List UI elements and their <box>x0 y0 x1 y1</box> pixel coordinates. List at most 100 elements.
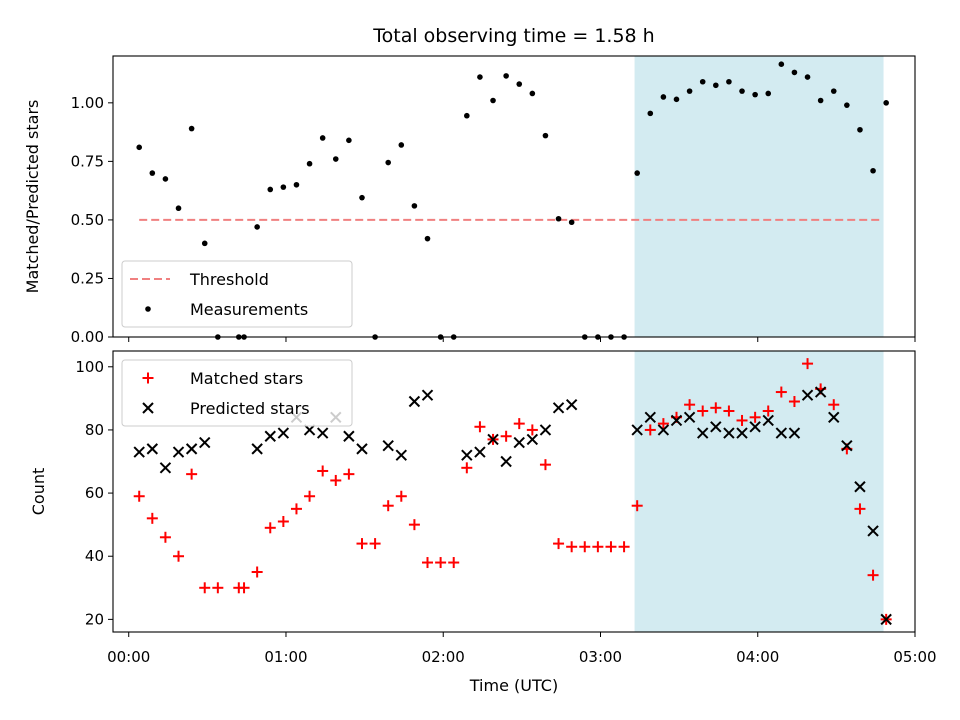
predicted-stars-point <box>867 525 879 537</box>
measurement-point <box>883 100 889 106</box>
matched-stars-point <box>435 557 447 569</box>
measurement-point <box>188 125 195 132</box>
measurement-point <box>175 205 182 212</box>
measurement-point <box>647 110 654 117</box>
matched-stars-point <box>605 541 617 553</box>
legend-box <box>121 359 353 427</box>
chart-title: Total observing time = 1.58 h <box>372 25 654 47</box>
bottom-y-axis-label: Count <box>29 468 48 516</box>
predicted-stars-point <box>631 424 643 436</box>
measurement-point <box>752 91 758 98</box>
measurement-point <box>791 69 798 76</box>
measurement-point <box>319 135 326 141</box>
x-marker-b <box>513 436 525 449</box>
legend-entry: Measurements <box>145 300 308 319</box>
matched-stars-point <box>788 396 800 408</box>
legend-x-b <box>142 402 154 414</box>
x-marker-b <box>788 427 801 439</box>
predicted-stars-point <box>343 430 355 442</box>
x-marker-b <box>762 414 774 427</box>
measurement-point <box>555 215 562 222</box>
measurement-point <box>306 160 313 167</box>
matched-stars-point <box>238 582 250 594</box>
y-tick-label: 40 <box>85 547 104 565</box>
measurement-point <box>162 176 169 182</box>
predicted-stars-point <box>264 430 276 442</box>
x-marker-b <box>395 449 408 461</box>
matched-stars-point <box>553 538 565 550</box>
measurement-point <box>346 137 352 144</box>
y-tick-label: 60 <box>85 484 104 502</box>
x-marker-b <box>408 395 421 408</box>
measurement-point <box>359 194 365 201</box>
predicted-stars-point <box>474 446 486 458</box>
x-marker-b <box>539 424 552 436</box>
measurement-point <box>778 61 785 67</box>
measurement-point <box>634 170 640 176</box>
measurement-point <box>857 126 863 133</box>
predicted-stars-point <box>172 446 185 458</box>
matched-stars-point <box>592 541 604 553</box>
x-marker-b <box>814 386 827 398</box>
matched-stars-point <box>317 465 329 477</box>
x-marker-b <box>841 440 853 452</box>
matched-stars-point <box>290 503 302 515</box>
x-marker-b <box>657 424 670 436</box>
predicted-stars-point <box>487 433 499 446</box>
matched-stars-point <box>133 490 145 502</box>
measurement-point <box>267 186 274 193</box>
measurement-point <box>411 203 418 209</box>
x-marker-b <box>723 427 735 439</box>
matched-stars-point <box>356 538 368 550</box>
x-marker-b <box>146 443 159 455</box>
measurement-point <box>398 142 405 148</box>
measurement-point <box>503 73 509 79</box>
x-marker-b <box>264 430 276 442</box>
matched-stars-point <box>382 500 394 512</box>
predicted-stars-point <box>788 427 801 439</box>
x-marker-b <box>736 427 748 439</box>
x-marker-b <box>749 421 761 433</box>
predicted-stars-point <box>185 443 198 455</box>
x-marker-b <box>343 430 355 442</box>
predicted-stars-point <box>395 449 408 461</box>
x-marker-b <box>828 411 840 424</box>
predicted-stars-point <box>277 427 290 439</box>
measurement-point <box>424 235 431 242</box>
matched-stars-point <box>736 414 748 426</box>
measurement-point <box>817 97 824 104</box>
x-marker-b <box>303 424 316 436</box>
measurement-point <box>201 240 208 247</box>
measurement-point <box>477 74 483 80</box>
matched-stars-point <box>369 538 381 550</box>
axes-frame <box>112 55 916 338</box>
x-tick-label: 04:00 <box>736 648 779 666</box>
x-marker-b <box>683 411 696 424</box>
x-marker-b <box>644 411 656 424</box>
matched-stars-point <box>173 550 185 562</box>
x-marker-b <box>277 427 290 439</box>
predicted-stars-point <box>841 440 853 452</box>
matched-stars-point <box>186 468 198 480</box>
legend-entry: Matched stars <box>142 369 303 388</box>
measurement-point <box>844 102 850 108</box>
matched-stars-point <box>343 468 355 480</box>
x-marker-b <box>159 462 172 474</box>
matched-stars-point <box>159 531 171 543</box>
measurement-point <box>280 184 287 190</box>
measurement-point <box>830 88 837 94</box>
predicted-stars-point <box>526 433 539 446</box>
predicted-stars-point <box>500 455 512 468</box>
predicted-stars-point <box>421 389 434 401</box>
x-marker-b <box>461 449 473 461</box>
matched-stars-point <box>212 582 224 594</box>
matched-stars-point <box>251 566 263 578</box>
predicted-stars-point <box>762 414 774 427</box>
measurement-point <box>254 224 260 230</box>
measurement-point <box>870 167 876 174</box>
legend: Threshold Measurements <box>121 260 353 328</box>
x-tick-label: 00:00 <box>107 648 150 666</box>
x-marker-b <box>801 389 814 401</box>
measurement-point <box>739 88 745 94</box>
x-tick-label: 03:00 <box>579 648 622 666</box>
